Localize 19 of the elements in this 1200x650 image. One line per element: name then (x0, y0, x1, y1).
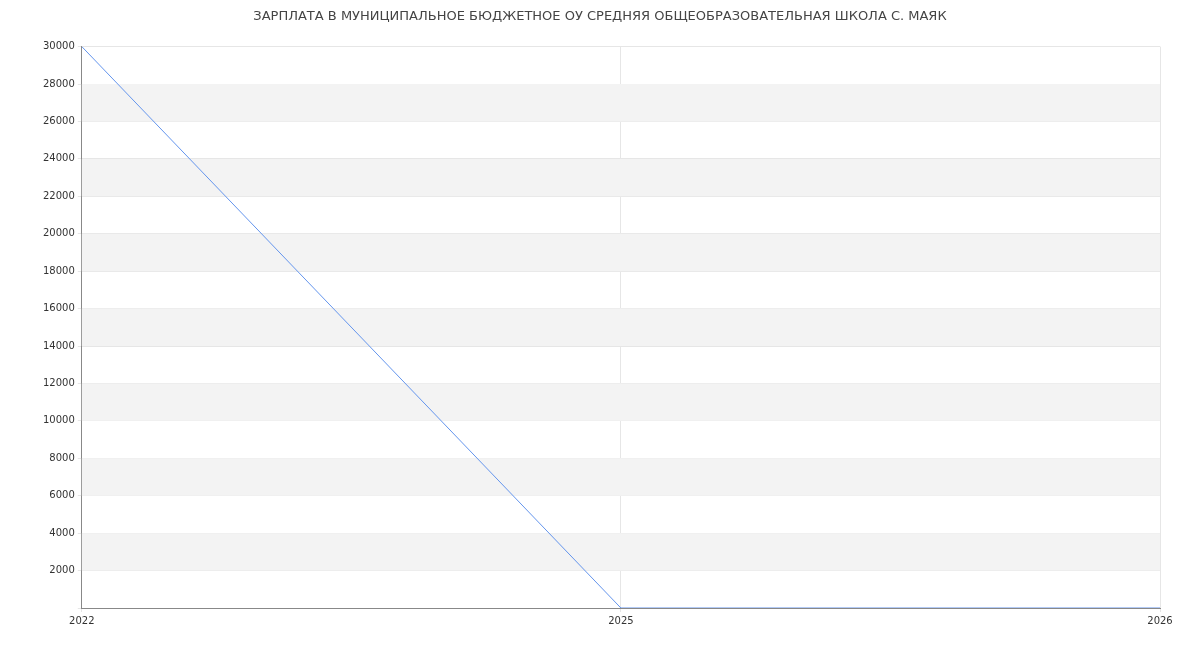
y-tick-label: 24000 (43, 152, 75, 164)
y-tick-label: 12000 (43, 377, 75, 389)
y-tick-label: 18000 (43, 264, 75, 276)
y-tick-label: 28000 (43, 77, 75, 89)
y-tick-label: 10000 (43, 414, 75, 426)
y-tick-label: 2000 (49, 564, 75, 576)
chart-title: ЗАРПЛАТА В МУНИЦИПАЛЬНОЕ БЮДЖЕТНОЕ ОУ СРЕДНЯЯ ОБЩЕОБРАЗОВАТЕЛЬНАЯ ШКОЛА С. МАЯК (253, 8, 947, 24)
y-tick-label: 14000 (43, 339, 75, 351)
y-tick-label: 6000 (49, 489, 75, 501)
y-tick-label: 26000 (43, 115, 75, 127)
y-tick-label: 22000 (43, 189, 75, 201)
x-tick-label: 2026 (1147, 614, 1173, 626)
y-tick-label: 8000 (49, 451, 75, 463)
y-tick-label: 30000 (43, 40, 75, 52)
x-tick-label: 2025 (608, 614, 634, 626)
y-tick-label: 20000 (43, 227, 75, 239)
y-tick-label: 16000 (43, 302, 75, 314)
y-tick-label: 4000 (49, 526, 75, 538)
x-tick-label: 2022 (69, 614, 95, 626)
